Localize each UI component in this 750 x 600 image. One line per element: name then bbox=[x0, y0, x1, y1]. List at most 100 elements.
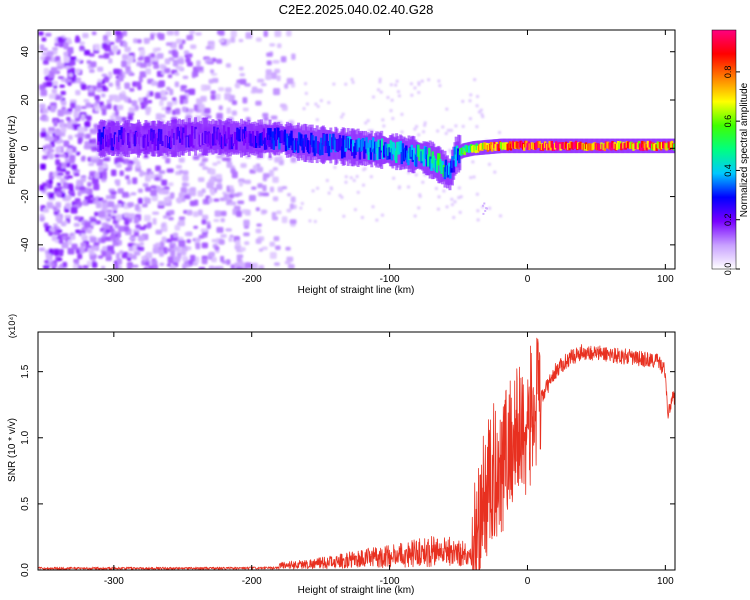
ridge-core-cell bbox=[101, 137, 105, 150]
noise-cell bbox=[133, 250, 141, 256]
noise-cell bbox=[378, 80, 382, 84]
noise-cell bbox=[461, 124, 465, 128]
noise-cell bbox=[311, 189, 315, 193]
noise-cell bbox=[127, 263, 132, 269]
noise-cell bbox=[137, 235, 145, 242]
noise-cell bbox=[149, 91, 154, 97]
noise-cell bbox=[201, 188, 206, 194]
noise-cell bbox=[239, 73, 245, 77]
noise-cell bbox=[134, 105, 140, 110]
noise-cell bbox=[468, 117, 472, 121]
ridge-tail-cell bbox=[484, 209, 487, 212]
noise-cell bbox=[162, 189, 170, 195]
ridge-core-cell bbox=[341, 146, 344, 159]
ridge-core-cell bbox=[193, 133, 196, 146]
noise-cell bbox=[125, 175, 130, 180]
noise-cell bbox=[265, 69, 272, 75]
noise-cell bbox=[376, 88, 380, 92]
noise-cell bbox=[139, 170, 144, 177]
noise-cell bbox=[65, 170, 71, 176]
ridge-core-cell bbox=[399, 140, 402, 153]
noise-cell bbox=[112, 219, 117, 225]
noise-cell bbox=[115, 252, 120, 260]
noise-cell bbox=[59, 250, 64, 257]
noise-cell bbox=[42, 155, 48, 160]
noise-cell bbox=[70, 235, 76, 240]
noise-cell bbox=[67, 239, 72, 245]
noise-cell bbox=[220, 210, 227, 217]
noise-cell bbox=[117, 200, 123, 205]
ridge-core-cell bbox=[367, 147, 370, 160]
colorbar-tick-label: 0.8 bbox=[723, 66, 733, 79]
noise-cell bbox=[121, 251, 129, 259]
noise-cell bbox=[83, 99, 90, 103]
noise-cell bbox=[290, 156, 297, 163]
noise-cell bbox=[105, 209, 113, 214]
noise-cell bbox=[107, 201, 115, 208]
ridge-core-cell bbox=[378, 146, 381, 160]
y-tick-label: 0.5 bbox=[20, 497, 31, 511]
ridge-core-cell bbox=[242, 133, 246, 146]
noise-cell bbox=[184, 194, 190, 199]
noise-cell bbox=[369, 175, 373, 179]
noise-cell bbox=[498, 130, 502, 134]
spectrogram-frame bbox=[37, 29, 676, 270]
ridge-core-cell bbox=[108, 127, 111, 140]
noise-cell bbox=[103, 52, 110, 59]
ridge-core-cell bbox=[377, 139, 380, 152]
noise-cell bbox=[42, 108, 48, 113]
noise-cell bbox=[48, 71, 55, 79]
noise-cell bbox=[65, 202, 71, 209]
noise-cell bbox=[276, 75, 281, 82]
noise-cell bbox=[47, 231, 54, 235]
noise-cell bbox=[73, 111, 79, 118]
noise-cell bbox=[231, 100, 238, 106]
colorbar: 0.0 0.2 0.4 0.6 0.8 Normalized spectral ampl… bbox=[711, 29, 750, 275]
colorbar-tick-label: 0.2 bbox=[723, 213, 733, 226]
ridge-core-cell bbox=[357, 138, 361, 151]
ridge-core-cell bbox=[389, 140, 392, 153]
ridge-core-cell bbox=[221, 136, 225, 149]
noise-cell bbox=[160, 71, 166, 75]
noise-cell bbox=[471, 160, 475, 164]
noise-cell bbox=[410, 93, 414, 97]
noise-cell bbox=[125, 70, 133, 75]
noise-cell bbox=[171, 49, 177, 57]
noise-cell bbox=[112, 230, 118, 234]
noise-cell bbox=[42, 208, 49, 213]
ridge-core-cell bbox=[128, 135, 131, 149]
ridge-core-cell bbox=[268, 134, 271, 147]
noise-cell bbox=[46, 201, 53, 209]
noise-cell bbox=[67, 108, 73, 112]
noise-cell bbox=[165, 157, 171, 164]
noise-cell bbox=[62, 182, 69, 189]
noise-cell bbox=[255, 207, 260, 212]
noise-cell bbox=[94, 94, 101, 101]
noise-cell bbox=[84, 141, 90, 148]
noise-cell bbox=[48, 127, 55, 132]
noise-cell bbox=[245, 32, 253, 39]
noise-cell bbox=[208, 265, 215, 269]
noise-cell bbox=[473, 78, 477, 82]
noise-cell bbox=[218, 39, 225, 43]
noise-cell bbox=[85, 133, 91, 139]
ridge-core-cell bbox=[272, 137, 276, 150]
noise-cell bbox=[381, 118, 385, 122]
noise-cell bbox=[255, 238, 262, 244]
noise-cell bbox=[158, 33, 165, 41]
noise-cell bbox=[86, 199, 94, 204]
figure-title: C2E2.2025.040.02.40.G28 bbox=[279, 2, 434, 17]
noise-cell bbox=[208, 197, 213, 203]
noise-cell bbox=[305, 102, 309, 106]
noise-cell bbox=[87, 181, 92, 187]
noise-cell bbox=[217, 30, 224, 35]
noise-cell bbox=[195, 242, 201, 250]
noise-cell bbox=[155, 113, 162, 121]
x-tick-label: -100 bbox=[380, 274, 400, 285]
noise-cell bbox=[261, 209, 268, 214]
noise-cell bbox=[344, 180, 348, 184]
noise-cell bbox=[445, 107, 449, 111]
noise-cell bbox=[80, 83, 87, 90]
noise-cell bbox=[63, 140, 70, 147]
noise-cell bbox=[360, 215, 364, 219]
